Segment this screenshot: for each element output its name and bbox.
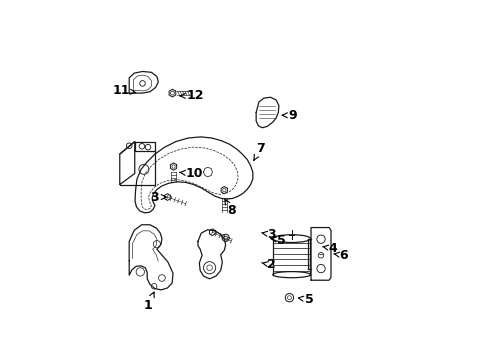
Text: 2: 2	[261, 258, 275, 271]
Text: 4: 4	[322, 242, 336, 255]
Text: 6: 6	[333, 249, 347, 262]
Text: 1: 1	[143, 292, 154, 312]
Text: 10: 10	[180, 167, 203, 180]
Text: 7: 7	[253, 142, 264, 160]
Text: 3: 3	[261, 228, 275, 241]
Text: 9: 9	[282, 109, 297, 122]
Text: 3: 3	[150, 190, 166, 203]
Text: 11: 11	[112, 84, 136, 97]
Text: 8: 8	[224, 199, 235, 217]
Text: 5: 5	[298, 293, 313, 306]
Text: 12: 12	[180, 89, 203, 102]
Text: 5: 5	[270, 234, 285, 247]
